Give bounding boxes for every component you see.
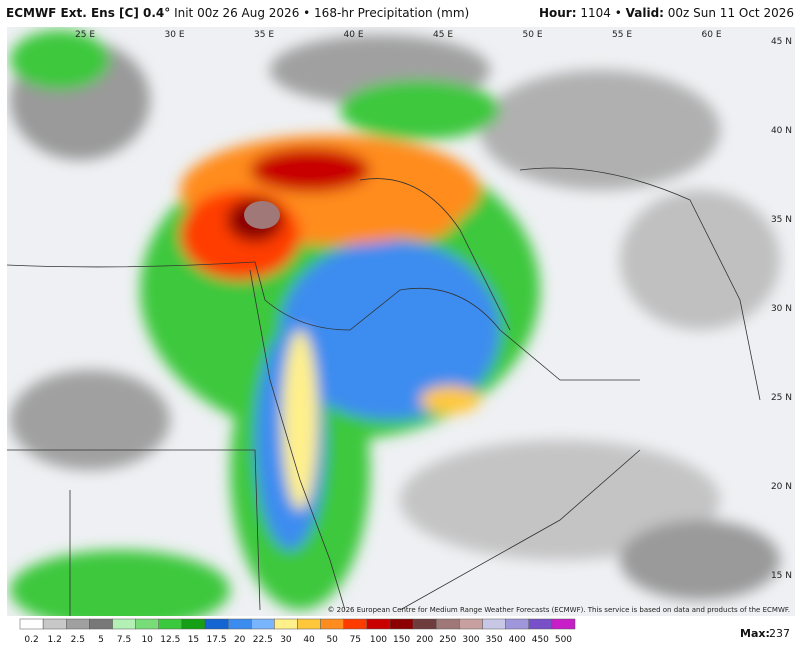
colorbar-label: 1.2 <box>48 635 62 645</box>
lon-label: 35 E <box>254 30 274 40</box>
hour: 1104 <box>580 6 611 20</box>
colorbar-label: 17.5 <box>207 635 227 645</box>
colorbar-swatch <box>19 618 44 630</box>
colorbar-swatch <box>551 618 576 630</box>
colorbar-label: 5 <box>98 635 104 645</box>
colorbar-label: 7.5 <box>117 635 131 645</box>
lon-label: 30 E <box>165 30 185 40</box>
max-value: 237 <box>769 627 790 640</box>
lat-label: 35 N <box>771 215 792 225</box>
lon-label: 45 E <box>433 30 453 40</box>
colorbar-label: 10 <box>141 635 153 645</box>
precip-field <box>7 27 795 616</box>
lat-label: 15 N <box>771 571 792 581</box>
colorbar-label: 500 <box>555 635 572 645</box>
colorbar-swatch <box>320 618 344 630</box>
colorbar-swatch <box>389 618 414 630</box>
colorbar-label: 20 <box>234 635 246 645</box>
hour-label: Hour: <box>538 6 577 20</box>
valid-label: Valid: <box>625 6 664 20</box>
colorbar-label: 15 <box>188 635 199 645</box>
init: Init 00z 26 Aug 2026 <box>174 6 300 20</box>
colorbar-swatch <box>158 618 183 630</box>
colorbar-label: 75 <box>350 635 361 645</box>
lon-label: 50 E <box>523 30 543 40</box>
product: 168-hr Precipitation (mm) <box>314 6 470 20</box>
lon-label: 60 E <box>702 30 722 40</box>
lon-labels: 25 E 30 E 35 E 40 E 45 E 50 E 55 E 60 E <box>75 30 722 40</box>
colorbar-label: 2.5 <box>71 635 85 645</box>
colorbar-swatch <box>251 618 275 630</box>
model: ECMWF Ext. Ens [C] 0.4° <box>6 6 171 20</box>
lat-label: 30 N <box>771 304 792 314</box>
colorbar-label: 150 <box>393 635 410 645</box>
colorbar-label: 350 <box>485 635 502 645</box>
colorbar-label: 12.5 <box>160 635 180 645</box>
colorbar-label: 40 <box>303 635 315 645</box>
colorbar-swatch <box>42 618 67 630</box>
colorbar-label: 30 <box>280 635 292 645</box>
colorbar: 0.2 1.2 2.5 5 7.5 10 12.5 15 17.5 20 22.5 30 40 50 75 1… <box>19 618 576 645</box>
valid: 00z Sun 11 Oct 2026 <box>667 6 794 20</box>
colorbar-swatch <box>459 618 483 630</box>
colorbar-label: 100 <box>370 635 387 645</box>
colorbar-label: 50 <box>326 635 338 645</box>
colorbar-swatch <box>482 618 506 630</box>
colorbar-swatch <box>66 618 90 630</box>
colorbar-swatch <box>297 618 321 630</box>
colorbar-swatch <box>112 618 136 630</box>
lon-label: 55 E <box>612 30 632 40</box>
colorbar-label: 300 <box>462 635 479 645</box>
lat-label: 25 N <box>771 393 792 403</box>
colorbar-swatch <box>181 618 206 630</box>
copyright: © 2026 European Centre for Medium Range … <box>327 606 790 614</box>
colorbar-swatch <box>204 618 229 630</box>
colorbar-swatch <box>436 618 460 630</box>
lat-labels: 45 N 40 N 35 N 30 N 25 N 20 N 15 N <box>771 37 792 581</box>
colorbar-swatch <box>528 618 553 630</box>
colorbar-swatch <box>227 618 252 630</box>
colorbar-swatch <box>366 618 391 630</box>
colorbar-swatch <box>343 618 368 630</box>
lon-label: 40 E <box>344 30 364 40</box>
colorbar-label: 250 <box>439 635 456 645</box>
colorbar-label: 200 <box>416 635 433 645</box>
colorbar-label: 400 <box>509 635 526 645</box>
colorbar-label: 0.2 <box>24 635 38 645</box>
lat-label: 20 N <box>771 482 792 492</box>
colorbar-swatch <box>274 618 298 630</box>
lat-label: 45 N <box>771 37 792 47</box>
max-label: Max: <box>740 627 770 640</box>
lat-label: 40 N <box>771 126 792 136</box>
colorbar-label: 22.5 <box>253 635 273 645</box>
lon-label: 25 E <box>75 30 95 40</box>
colorbar-swatch <box>135 618 159 630</box>
colorbar-swatch <box>89 618 113 630</box>
title: ECMWF Ext. Ens [C] 0.4° Init 00z 26 Aug … <box>6 6 470 20</box>
colorbar-swatch <box>505 618 529 630</box>
header: ECMWF Ext. Ens [C] 0.4° Init 00z 26 Aug … <box>6 6 794 20</box>
colorbar-swatch <box>412 618 437 630</box>
valid-info: Hour: 1104 • Valid: 00z Sun 11 Oct 2026 <box>538 6 794 20</box>
colorbar-label: 450 <box>532 635 549 645</box>
